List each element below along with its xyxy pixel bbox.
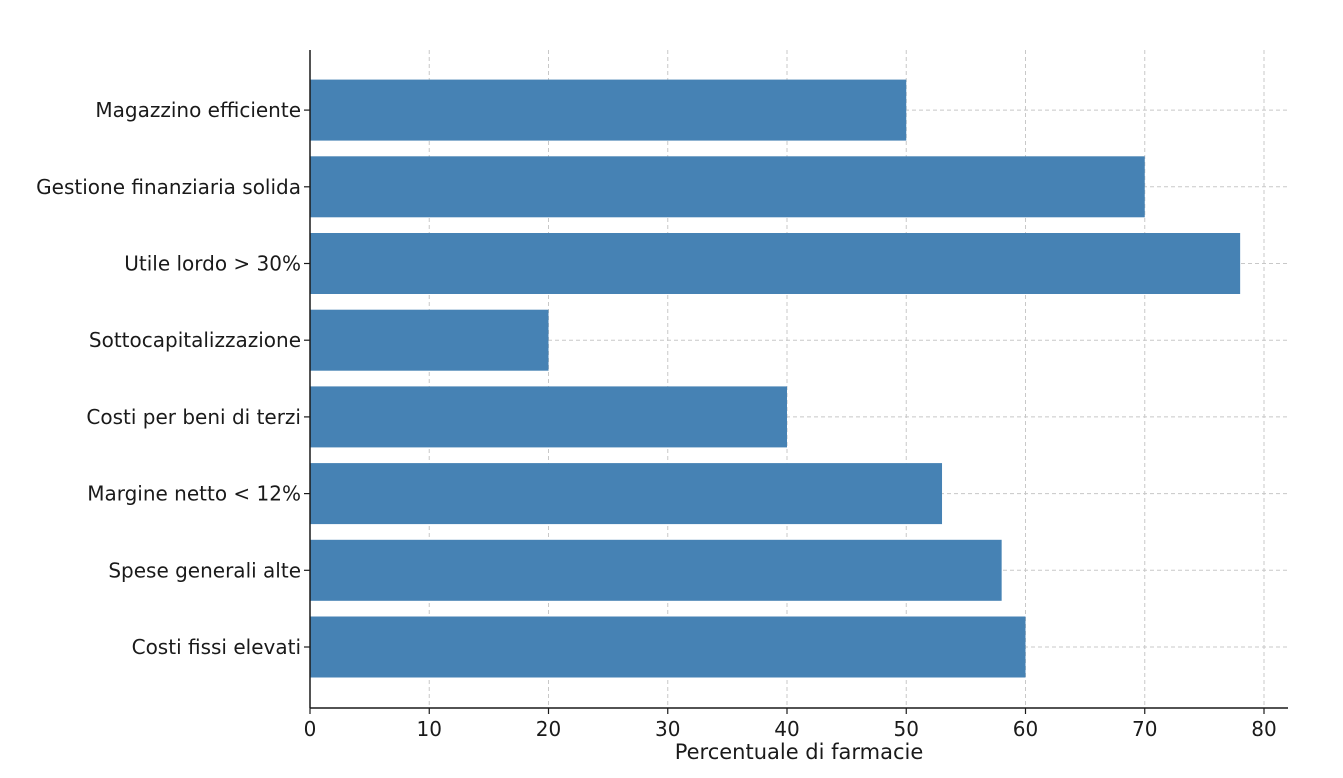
axes [309, 50, 1288, 709]
grid [309, 50, 1288, 708]
x-axis-title: Percentuale di farmacie [675, 740, 924, 764]
x-tick-label: 20 [536, 717, 561, 741]
bar [310, 156, 1145, 218]
x-tick-label: 80 [1251, 717, 1276, 741]
x-tick-label: 60 [1013, 717, 1038, 741]
bar [310, 79, 907, 141]
bars [310, 79, 1241, 678]
category-label: Margine netto < 12% [87, 482, 301, 506]
category-label: Sottocapitalizzazione [89, 328, 301, 352]
x-ticks: 0 10 20 30 40 50 60 70 80 [304, 708, 1277, 741]
category-label: Costi fissi elevati [132, 635, 301, 659]
x-tick-label: 50 [894, 717, 919, 741]
category-label: Spese generali alte [108, 558, 301, 582]
category-label: Costi per beni di terzi [86, 405, 301, 429]
x-tick-label: 30 [655, 717, 680, 741]
bar [310, 386, 787, 448]
bar [310, 233, 1241, 294]
x-tick-label: 70 [1132, 717, 1157, 741]
x-tick-label: 0 [304, 717, 317, 741]
bar [310, 616, 1026, 678]
category-label: Utile lordo > 30% [124, 252, 301, 276]
bar [310, 539, 1002, 601]
category-label: Gestione finanziaria solida [36, 175, 301, 199]
x-tick-label: 40 [774, 717, 799, 741]
x-tick-label: 10 [417, 717, 442, 741]
category-labels: Costi fissi elevati Spese generali alte Ma… [36, 98, 310, 659]
category-label: Magazzino efficiente [95, 98, 301, 122]
bar [310, 309, 549, 371]
bar [310, 463, 943, 525]
